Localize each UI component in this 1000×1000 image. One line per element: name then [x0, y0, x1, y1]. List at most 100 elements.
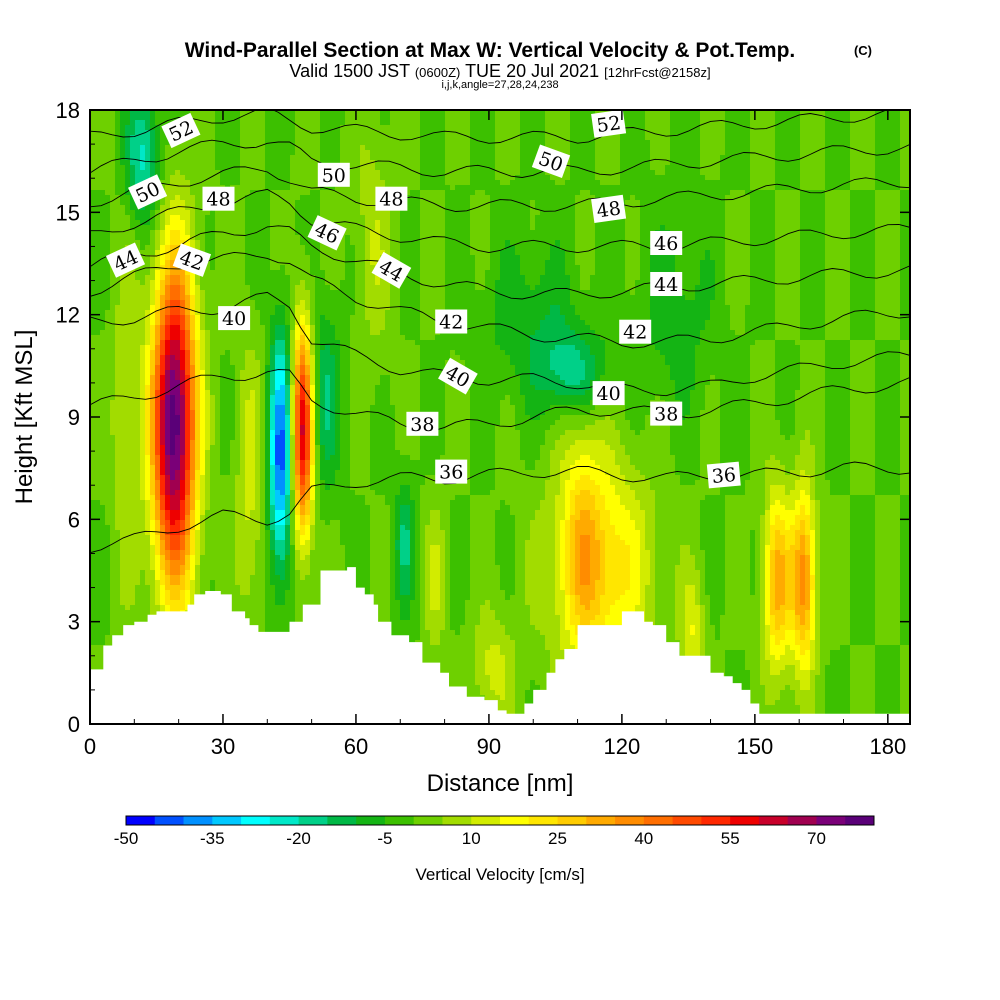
velocity-cell [790, 155, 796, 161]
velocity-cell [705, 225, 711, 231]
velocity-cell [645, 205, 651, 211]
velocity-cell [390, 170, 396, 176]
velocity-cell [510, 110, 516, 116]
velocity-cell [245, 155, 251, 161]
velocity-cell [900, 190, 906, 196]
velocity-cell [295, 120, 301, 126]
velocity-cell [470, 155, 476, 161]
velocity-cell [90, 195, 96, 201]
velocity-cell [615, 255, 621, 261]
velocity-cell [510, 150, 516, 156]
velocity-cell [660, 180, 666, 186]
velocity-cell [615, 190, 621, 196]
velocity-cell [460, 145, 466, 151]
velocity-cell [475, 150, 481, 156]
velocity-cell [585, 115, 591, 121]
velocity-cell [590, 135, 596, 141]
velocity-cell [90, 245, 96, 251]
velocity-cell [260, 250, 266, 256]
velocity-cell [290, 140, 296, 146]
velocity-cell [625, 135, 631, 141]
velocity-cell [535, 180, 541, 186]
velocity-cell [295, 170, 301, 176]
velocity-cell [875, 125, 881, 131]
velocity-cell [475, 185, 481, 191]
velocity-cell [465, 195, 471, 201]
velocity-cell [195, 170, 201, 176]
velocity-cell [465, 165, 471, 171]
velocity-cell [345, 135, 351, 141]
velocity-cell [570, 255, 576, 261]
velocity-cell [585, 145, 591, 151]
velocity-cell [115, 135, 121, 141]
velocity-cell [500, 130, 506, 136]
velocity-cell [190, 175, 196, 181]
velocity-cell [880, 130, 886, 136]
velocity-cell [825, 255, 831, 261]
velocity-cell [720, 125, 726, 131]
velocity-cell [275, 230, 281, 236]
velocity-cell [420, 225, 426, 231]
velocity-cell [755, 255, 761, 261]
velocity-cell [690, 160, 696, 166]
velocity-cell [155, 125, 161, 131]
velocity-cell [355, 255, 361, 261]
velocity-cell [785, 255, 791, 261]
velocity-cell [690, 240, 696, 246]
velocity-cell [580, 125, 586, 131]
velocity-cell [185, 165, 191, 171]
velocity-cell [730, 180, 736, 186]
velocity-cell [770, 150, 776, 156]
velocity-cell [835, 175, 841, 181]
velocity-cell [215, 180, 221, 186]
velocity-cell [350, 195, 356, 201]
velocity-cell [865, 185, 871, 191]
velocity-cell [200, 120, 206, 126]
velocity-cell [505, 230, 511, 236]
velocity-cell [140, 115, 146, 121]
velocity-cell [695, 195, 701, 201]
velocity-cell [220, 140, 226, 146]
velocity-cell [800, 175, 806, 181]
velocity-cell [100, 155, 106, 161]
velocity-cell [580, 185, 586, 191]
velocity-cell [440, 255, 446, 261]
velocity-cell [315, 140, 321, 146]
velocity-cell [265, 250, 271, 256]
velocity-cell [775, 235, 781, 241]
velocity-cell [225, 155, 231, 161]
velocity-cell [860, 115, 866, 121]
velocity-cell [315, 260, 321, 266]
velocity-cell [285, 210, 291, 216]
velocity-cell [200, 220, 206, 226]
velocity-cell [255, 175, 261, 181]
velocity-cell [445, 140, 451, 146]
velocity-cell [195, 185, 201, 191]
velocity-cell [840, 135, 846, 141]
velocity-cell [780, 125, 786, 131]
velocity-cell [550, 205, 556, 211]
velocity-cell [440, 220, 446, 226]
velocity-cell [535, 195, 541, 201]
velocity-cell [765, 155, 771, 161]
velocity-cell [90, 185, 96, 191]
velocity-cell [790, 210, 796, 216]
velocity-cell [310, 260, 316, 266]
velocity-cell [310, 205, 316, 211]
velocity-cell [490, 185, 496, 191]
velocity-cell [890, 225, 896, 231]
velocity-cell [695, 240, 701, 246]
velocity-cell [215, 220, 221, 226]
velocity-cell [355, 180, 361, 186]
velocity-cell [160, 145, 166, 151]
velocity-cell [665, 165, 671, 171]
velocity-cell [820, 160, 826, 166]
velocity-cell [350, 125, 356, 131]
velocity-cell [665, 255, 671, 261]
velocity-cell [390, 125, 396, 131]
velocity-cell [525, 200, 531, 206]
velocity-cell [215, 215, 221, 221]
velocity-cell [665, 205, 671, 211]
velocity-cell [550, 240, 556, 246]
velocity-cell [620, 255, 626, 261]
